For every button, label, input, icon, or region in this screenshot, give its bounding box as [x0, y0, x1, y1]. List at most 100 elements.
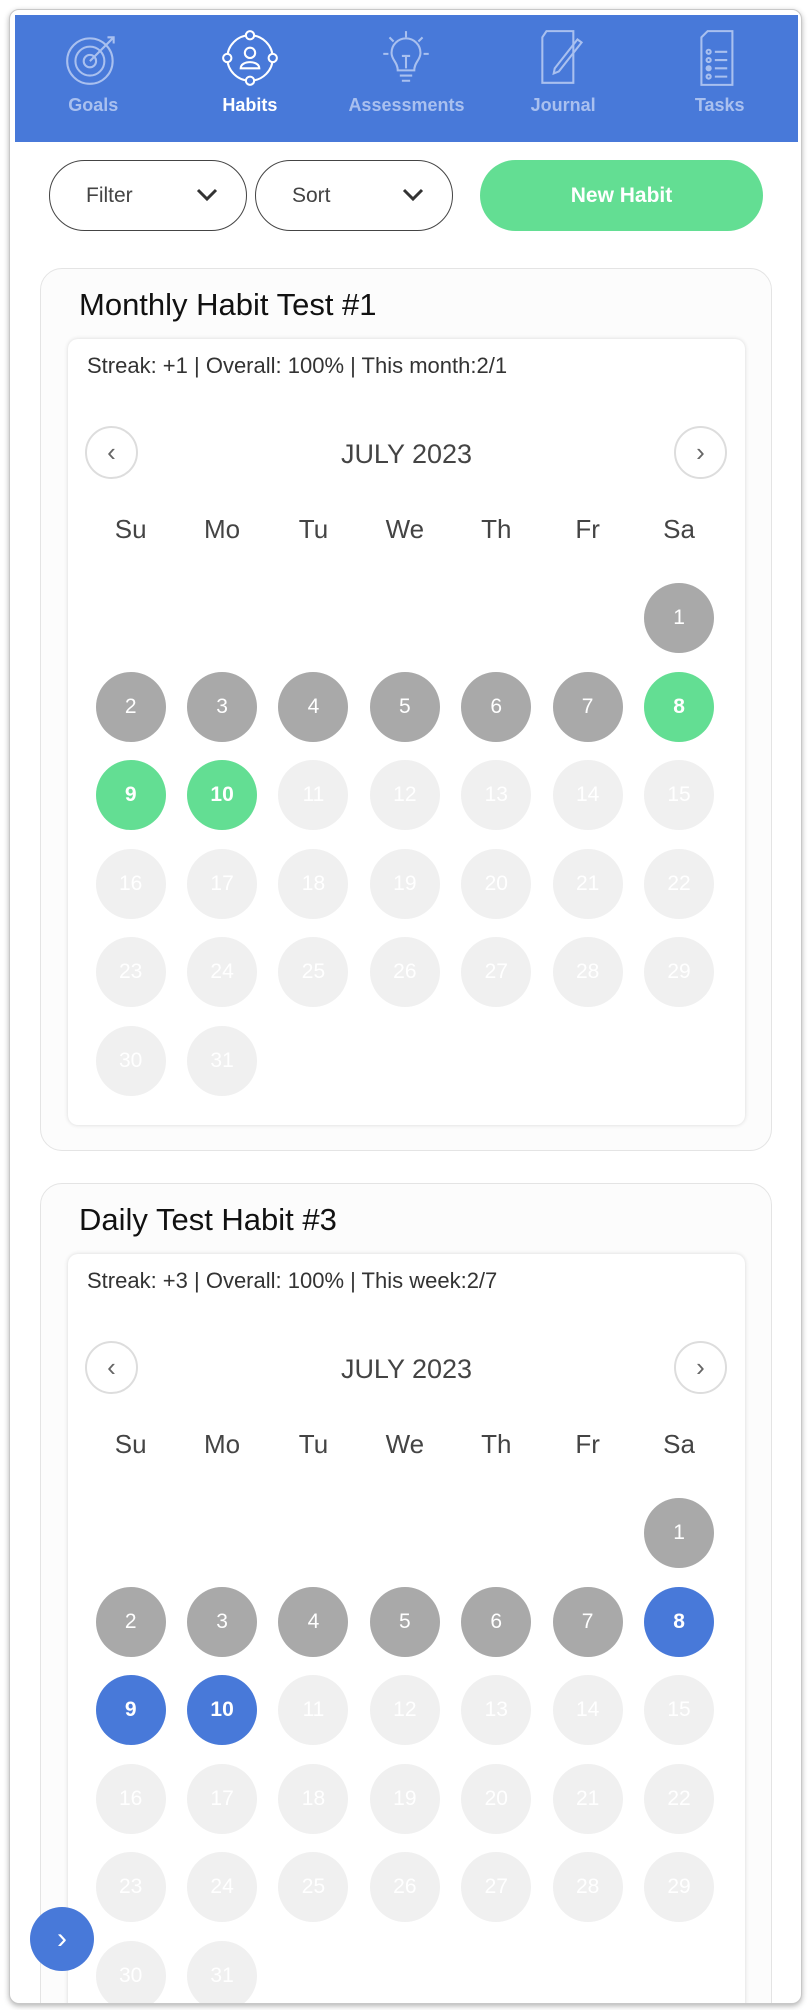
habit-title[interactable]: Monthly Habit Test #1: [79, 287, 377, 322]
weekday-label: We: [385, 514, 425, 544]
chevron-left-icon: ‹: [107, 1352, 116, 1382]
weekday-label: Fr: [575, 514, 600, 544]
nav-goals[interactable]: Goals: [15, 15, 172, 142]
day-missed[interactable]: 1: [644, 583, 715, 653]
habit-stats: Streak: +1 | Overall: 100% | This month:…: [87, 353, 508, 378]
day-future[interactable]: 25: [278, 937, 349, 1008]
day-future[interactable]: 30: [95, 1025, 166, 1096]
day-future[interactable]: 12: [369, 1675, 440, 1746]
day-future[interactable]: 12: [369, 760, 440, 831]
day-future[interactable]: 14: [552, 760, 623, 831]
day-missed[interactable]: 6: [461, 1586, 532, 1657]
habit-calendar: Streak: +1 | Overall: 100% | This month:…: [68, 339, 745, 1125]
day-future[interactable]: 31: [187, 1940, 258, 2003]
day-future[interactable]: 29: [644, 937, 715, 1008]
day-future[interactable]: 23: [95, 937, 166, 1008]
day-future[interactable]: 19: [369, 1763, 440, 1834]
day-done[interactable]: 8: [644, 1586, 715, 1657]
next-month-button[interactable]: ›: [674, 426, 727, 479]
day-future[interactable]: 16: [95, 848, 166, 919]
day-future[interactable]: 13: [461, 760, 532, 831]
habit-calendar: Streak: +3 | Overall: 100% | This week:2…: [68, 1254, 745, 2003]
weekday-label: Su: [114, 514, 147, 544]
day-missed[interactable]: 5: [369, 671, 440, 742]
day-future[interactable]: 18: [278, 848, 349, 919]
next-month-button[interactable]: ›: [674, 1341, 727, 1394]
day-missed[interactable]: 4: [278, 1586, 349, 1657]
new-habit-button[interactable]: New Habit: [480, 160, 763, 231]
day-grid: 1 2 3 4 5 6 7 8 9 10 11 12 13 14 15 16 17 18 19 20 21 22 23 24 2…: [85, 583, 725, 1115]
day-missed[interactable]: 5: [369, 1586, 440, 1657]
nav-tasks[interactable]: Tasks: [641, 15, 798, 142]
day-done[interactable]: 9: [95, 760, 166, 831]
app-frame: Goals Habits Assessments Journal Tasks F…: [9, 9, 802, 2004]
day-missed[interactable]: 4: [278, 671, 349, 742]
habit-title[interactable]: Daily Test Habit #3: [79, 1202, 337, 1237]
nav-assessments[interactable]: Assessments: [328, 15, 485, 142]
day-future[interactable]: 18: [278, 1763, 349, 1834]
sort-dropdown[interactable]: Sort: [255, 160, 453, 231]
weekday-label: Tu: [298, 514, 329, 544]
day-missed[interactable]: 6: [461, 671, 532, 742]
lightbulb-icon: [383, 31, 430, 82]
day-future[interactable]: 28: [552, 937, 623, 1008]
filter-dropdown[interactable]: Filter: [49, 160, 247, 231]
chevron-down-icon: [196, 184, 218, 208]
day-done[interactable]: 10: [187, 1675, 258, 1746]
day-future[interactable]: 19: [369, 848, 440, 919]
day-future[interactable]: 22: [644, 1763, 715, 1834]
day-future[interactable]: 26: [369, 1852, 440, 1923]
day-missed[interactable]: 1: [644, 1498, 715, 1568]
day-future[interactable]: 17: [187, 1763, 258, 1834]
weekday-label: Sa: [663, 514, 695, 544]
day-future[interactable]: 21: [552, 1763, 623, 1834]
day-grid: 1 2 3 4 5 6 7 8 9 10 11 12 13 14 15 16 17 18 19 20 21 22 23 24 2…: [85, 1498, 725, 2003]
day-future[interactable]: 17: [187, 848, 258, 919]
journal-pen-icon: [541, 30, 584, 84]
day-missed[interactable]: 3: [187, 1586, 258, 1657]
day-future[interactable]: 15: [644, 1675, 715, 1746]
prev-month-button[interactable]: ‹: [85, 1341, 138, 1394]
habit-card: Monthly Habit Test #1 Streak: +1 | Overa…: [40, 268, 772, 1151]
day-future[interactable]: 21: [552, 848, 623, 919]
day-future[interactable]: 14: [552, 1675, 623, 1746]
day-missed[interactable]: 7: [552, 671, 623, 742]
weekday-label: Th: [481, 1429, 512, 1459]
day-future[interactable]: 11: [278, 1675, 349, 1746]
weekday-header: Su Mo Tu We Th Fr Sa: [85, 514, 725, 550]
day-missed[interactable]: 2: [95, 1586, 166, 1657]
day-future[interactable]: 31: [187, 1025, 258, 1096]
nav-journal[interactable]: Journal: [485, 15, 642, 142]
day-future[interactable]: 13: [461, 1675, 532, 1746]
day-future[interactable]: 20: [461, 848, 532, 919]
chevron-right-icon: ›: [696, 1352, 705, 1382]
day-future[interactable]: 27: [461, 1852, 532, 1923]
day-missed[interactable]: 2: [95, 671, 166, 742]
day-future[interactable]: 24: [187, 1852, 258, 1923]
day-done[interactable]: 9: [95, 1675, 166, 1746]
day-missed[interactable]: 3: [187, 671, 258, 742]
day-future[interactable]: 26: [369, 937, 440, 1008]
chevron-right-icon: ›: [696, 437, 705, 467]
day-future[interactable]: 25: [278, 1852, 349, 1923]
expand-button[interactable]: ›: [30, 1907, 94, 1971]
day-future[interactable]: 15: [644, 760, 715, 831]
day-future[interactable]: 20: [461, 1763, 532, 1834]
day-done[interactable]: 8: [644, 671, 715, 742]
day-done[interactable]: 10: [187, 760, 258, 831]
day-future[interactable]: 23: [95, 1852, 166, 1923]
prev-month-button[interactable]: ‹: [85, 426, 138, 479]
day-future[interactable]: 28: [552, 1852, 623, 1923]
day-future[interactable]: 11: [278, 760, 349, 831]
day-future[interactable]: 30: [95, 1940, 166, 2003]
day-future[interactable]: 27: [461, 937, 532, 1008]
day-future[interactable]: 24: [187, 937, 258, 1008]
weekday-label: Th: [481, 514, 512, 544]
day-missed[interactable]: 7: [552, 1586, 623, 1657]
nav-habits[interactable]: Habits: [172, 15, 329, 142]
day-future[interactable]: 29: [644, 1852, 715, 1923]
day-future[interactable]: 22: [644, 848, 715, 919]
task-list-icon: [700, 30, 734, 86]
weekday-header: Su Mo Tu We Th Fr Sa: [85, 1429, 725, 1465]
day-future[interactable]: 16: [95, 1763, 166, 1834]
